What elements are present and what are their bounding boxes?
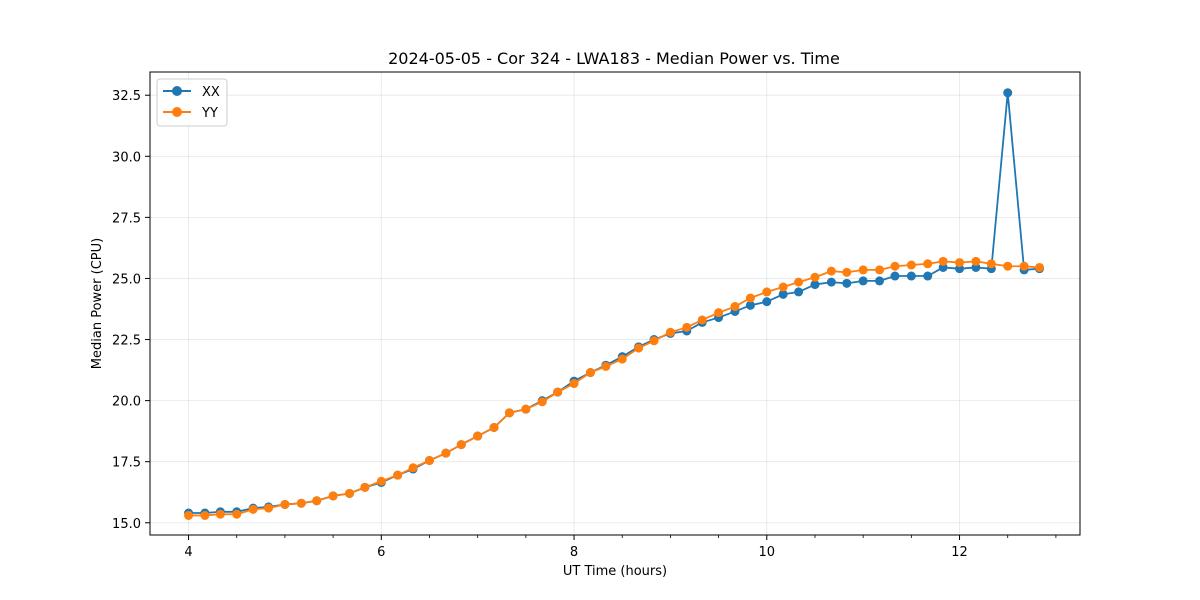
data-point-yy xyxy=(794,277,804,287)
y-tick-label: 22.5 xyxy=(112,334,141,349)
data-point-yy xyxy=(890,261,900,271)
data-point-yy xyxy=(906,260,916,270)
y-tick-label: 17.5 xyxy=(112,456,141,471)
y-axis-label: Median Power (CPU) xyxy=(90,238,105,369)
data-point-yy xyxy=(858,265,868,275)
x-tick-label: 8 xyxy=(570,545,578,560)
data-point-yy xyxy=(826,266,836,276)
data-point-yy xyxy=(842,267,852,277)
data-point-yy xyxy=(232,509,242,519)
series-line-xx xyxy=(188,91,1040,514)
x-axis-label: UT Time (hours) xyxy=(563,564,667,579)
data-point-xx xyxy=(778,289,788,299)
legend: XX YY xyxy=(156,78,228,127)
data-point-yy xyxy=(778,282,788,292)
data-point-yy xyxy=(938,256,948,266)
data-point-yy xyxy=(569,379,579,389)
x-tick-label: 6 xyxy=(377,545,385,560)
series-line-yy xyxy=(188,260,1040,517)
data-point-yy xyxy=(264,503,274,513)
y-tick-label: 20.0 xyxy=(112,395,141,410)
data-point-xx xyxy=(842,278,852,288)
y-tick-label: 25.0 xyxy=(112,272,141,287)
data-point-yy xyxy=(665,327,675,337)
data-point-xx xyxy=(794,287,804,297)
data-point-yy xyxy=(762,287,772,297)
data-point-yy xyxy=(682,322,692,332)
data-point-yy xyxy=(424,455,434,465)
x-tick-label: 4 xyxy=(184,545,192,560)
data-point-yy xyxy=(456,440,466,450)
data-point-yy xyxy=(473,431,483,441)
data-point-yy xyxy=(730,302,740,312)
x-tick-label: 10 xyxy=(759,545,776,560)
data-point-yy xyxy=(923,259,933,269)
data-point-yy xyxy=(521,404,531,414)
data-point-yy xyxy=(393,470,403,480)
x-tick-label: 12 xyxy=(951,545,968,560)
data-point-yy xyxy=(634,343,644,353)
data-point-yy xyxy=(697,315,707,325)
data-point-yy xyxy=(200,510,210,520)
data-point-yy xyxy=(971,256,981,266)
data-point-yy xyxy=(1003,261,1013,271)
data-point-xx xyxy=(762,297,772,307)
data-point-xx xyxy=(1003,88,1013,98)
data-point-xx xyxy=(858,276,868,286)
data-point-xx xyxy=(810,280,820,290)
legend-label-yy: YY xyxy=(201,106,218,121)
data-point-yy xyxy=(296,498,306,508)
data-point-xx xyxy=(875,276,885,286)
data-point-yy xyxy=(328,491,338,501)
data-point-xx xyxy=(826,277,836,287)
data-point-yy xyxy=(441,448,451,458)
data-point-yy xyxy=(537,397,547,407)
chart-title: 2024-05-05 - Cor 324 - LWA183 - Median P… xyxy=(388,49,840,68)
data-point-yy xyxy=(585,368,595,378)
data-point-yy xyxy=(184,510,194,520)
data-point-yy xyxy=(601,361,611,371)
data-point-yy xyxy=(504,408,514,418)
data-point-yy xyxy=(1035,262,1045,272)
data-point-yy xyxy=(875,265,885,275)
data-point-yy xyxy=(553,387,563,397)
data-point-yy xyxy=(408,463,418,473)
data-point-xx xyxy=(890,271,900,281)
grid-lines xyxy=(150,72,1080,535)
data-point-yy xyxy=(280,499,290,509)
data-point-xx xyxy=(906,271,916,281)
axis-ticks: 4 6 8 10 12 15.0 17.5 20.0 22.5 25.0 27.5 30.0 32.5 xyxy=(112,89,1057,560)
series-layer xyxy=(184,88,1045,520)
data-point-yy xyxy=(955,258,965,268)
data-point-yy xyxy=(714,308,724,318)
data-point-yy xyxy=(1019,261,1029,271)
data-point-xx xyxy=(745,300,755,310)
data-point-yy xyxy=(215,509,225,519)
data-point-yy xyxy=(489,422,499,432)
data-point-yy xyxy=(360,482,370,492)
data-point-yy xyxy=(376,476,386,486)
data-point-yy xyxy=(312,496,322,506)
data-point-yy xyxy=(649,336,659,346)
data-point-yy xyxy=(344,488,354,498)
data-point-yy xyxy=(810,272,820,282)
legend-marker-yy xyxy=(172,107,182,117)
y-tick-label: 15.0 xyxy=(112,517,141,532)
data-point-yy xyxy=(986,259,996,269)
data-point-xx xyxy=(923,271,933,281)
legend-marker-xx xyxy=(172,86,182,96)
plot-frame xyxy=(149,71,1081,536)
y-tick-label: 27.5 xyxy=(112,211,141,226)
y-tick-label: 32.5 xyxy=(112,89,141,104)
data-point-yy xyxy=(617,354,627,364)
y-tick-label: 30.0 xyxy=(112,150,141,165)
data-point-yy xyxy=(745,293,755,303)
data-point-yy xyxy=(248,504,258,514)
legend-label-xx: XX xyxy=(202,85,220,100)
